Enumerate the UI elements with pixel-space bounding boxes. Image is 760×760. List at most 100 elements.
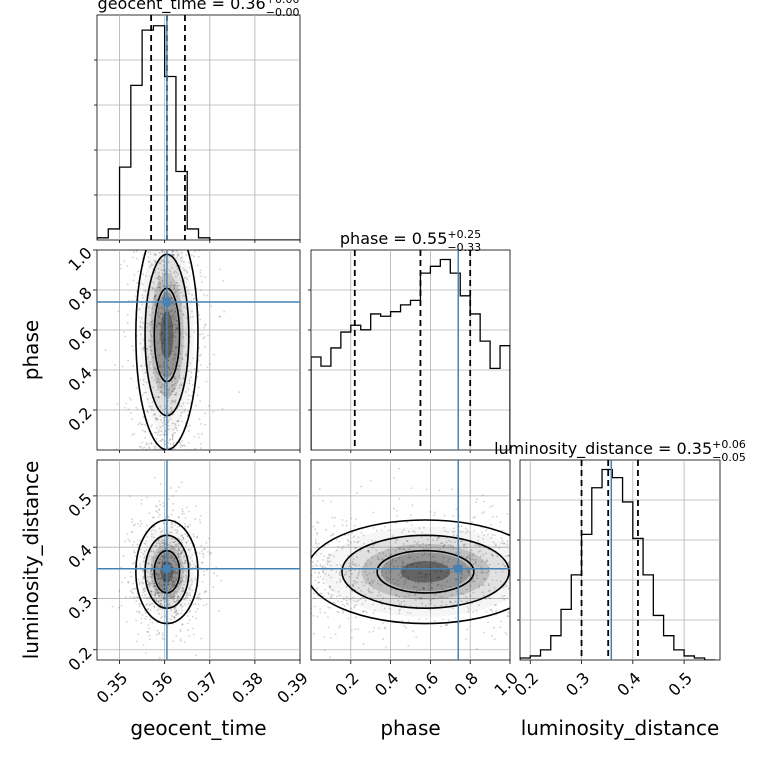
sample-point bbox=[425, 488, 428, 491]
sample-point bbox=[212, 410, 214, 413]
sample-point bbox=[153, 297, 155, 300]
sample-point bbox=[148, 638, 151, 641]
sample-point bbox=[450, 594, 453, 597]
sample-point bbox=[199, 333, 202, 336]
sample-point bbox=[140, 502, 143, 505]
sample-point bbox=[151, 574, 154, 576]
sample-point bbox=[162, 638, 165, 641]
sample-point bbox=[149, 253, 152, 256]
sample-point bbox=[199, 447, 202, 450]
sample-point bbox=[159, 405, 162, 408]
sample-point bbox=[486, 559, 488, 561]
sample-point bbox=[180, 332, 183, 335]
sample-point bbox=[130, 412, 132, 414]
sample-point bbox=[170, 566, 173, 569]
sample-point bbox=[413, 531, 416, 533]
sample-point bbox=[479, 555, 482, 558]
sample-point bbox=[356, 541, 359, 544]
sample-point bbox=[351, 531, 354, 534]
sample-point bbox=[421, 602, 424, 605]
sample-point bbox=[447, 543, 450, 546]
sample-point bbox=[470, 521, 473, 524]
sample-point bbox=[403, 625, 406, 627]
sample-point bbox=[356, 581, 359, 584]
sample-point bbox=[338, 540, 341, 543]
sample-point bbox=[186, 425, 189, 428]
sample-point bbox=[428, 553, 430, 556]
sample-point bbox=[158, 448, 161, 450]
sample-point bbox=[470, 549, 473, 552]
sample-point bbox=[167, 605, 170, 607]
sample-point bbox=[159, 604, 162, 607]
sample-point bbox=[181, 420, 184, 423]
sample-point bbox=[367, 550, 370, 553]
sample-point bbox=[448, 558, 451, 561]
sample-point bbox=[459, 576, 462, 579]
sample-point bbox=[145, 444, 148, 446]
sample-point bbox=[160, 561, 163, 564]
sample-point bbox=[447, 539, 450, 542]
sample-point bbox=[190, 583, 193, 586]
sample-point bbox=[404, 579, 407, 582]
panel-content bbox=[97, 15, 720, 660]
luminosity_distance-title: luminosity_distance = 0.35+0.06 −0.05 bbox=[494, 438, 746, 464]
sample-point bbox=[171, 583, 174, 586]
sample-point bbox=[171, 325, 174, 328]
sample-point bbox=[312, 561, 315, 564]
sample-point bbox=[179, 579, 182, 582]
sample-point bbox=[132, 524, 135, 527]
sample-point bbox=[412, 563, 414, 566]
sample-point bbox=[168, 325, 171, 328]
sample-point bbox=[357, 587, 360, 589]
sample-point bbox=[482, 500, 485, 503]
sample-point bbox=[465, 596, 467, 598]
sample-point bbox=[355, 564, 358, 567]
sample-point bbox=[162, 580, 165, 583]
sample-point bbox=[197, 603, 200, 606]
sample-point bbox=[422, 542, 425, 545]
sample-point bbox=[163, 385, 166, 388]
sample-point bbox=[172, 312, 175, 315]
sample-point bbox=[369, 592, 372, 594]
sample-point bbox=[170, 296, 173, 299]
sample-point bbox=[162, 556, 165, 558]
sample-point bbox=[188, 587, 190, 590]
sample-point bbox=[162, 338, 165, 341]
sample-point bbox=[161, 438, 163, 441]
sample-point bbox=[164, 382, 167, 384]
sample-point bbox=[361, 581, 363, 584]
sample-point bbox=[190, 371, 193, 374]
sample-point bbox=[198, 347, 201, 350]
sample-point bbox=[155, 448, 158, 450]
sample-point bbox=[352, 536, 355, 539]
sample-point bbox=[161, 250, 164, 253]
sample-point bbox=[169, 411, 172, 414]
sample-point bbox=[367, 589, 370, 592]
sample-point bbox=[149, 603, 152, 606]
sample-point bbox=[170, 570, 173, 572]
sample-point bbox=[137, 633, 140, 636]
sample-point bbox=[322, 565, 324, 568]
sample-point bbox=[151, 593, 153, 596]
sample-point bbox=[132, 250, 135, 253]
sample-point bbox=[398, 612, 401, 615]
sample-point bbox=[367, 587, 370, 590]
sample-point bbox=[161, 615, 164, 618]
sample-point bbox=[149, 367, 152, 370]
sample-point bbox=[440, 604, 443, 607]
sample-point bbox=[186, 525, 189, 528]
sample-point bbox=[169, 541, 172, 544]
sample-point bbox=[180, 302, 183, 305]
sample-point bbox=[172, 577, 175, 580]
sample-point bbox=[158, 561, 161, 564]
sample-point bbox=[167, 562, 170, 565]
sample-point bbox=[179, 639, 182, 642]
sample-point bbox=[142, 346, 145, 349]
sample-point bbox=[160, 306, 163, 309]
sample-point bbox=[173, 571, 175, 574]
sample-point bbox=[187, 410, 190, 412]
sample-point bbox=[162, 424, 164, 427]
sample-point bbox=[416, 556, 419, 559]
sample-point bbox=[421, 554, 424, 557]
sample-point bbox=[491, 610, 494, 613]
